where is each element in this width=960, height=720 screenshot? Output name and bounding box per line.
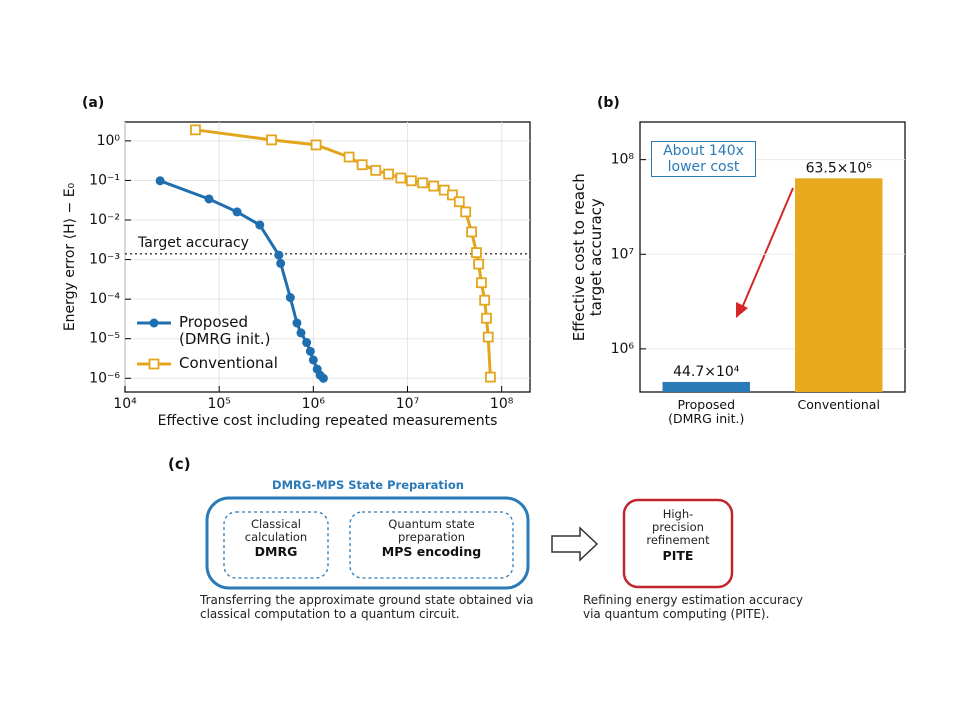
x-tick-label: 10⁸: [490, 396, 514, 412]
marker: [310, 139, 322, 151]
node-box: [223, 511, 329, 579]
y-tick-label: 10⁶: [611, 341, 635, 357]
marker: [417, 177, 429, 189]
marker: [405, 175, 417, 187]
marker: [285, 293, 295, 303]
y-axis-label: Effective cost to reach target accuracy: [569, 173, 605, 342]
panel-title: (a): [82, 95, 104, 111]
y-tick-label: 10⁸: [611, 152, 635, 168]
marker: [383, 168, 394, 180]
y-tick-label: 10⁻³: [89, 252, 120, 268]
y-tick-label: 10⁷: [611, 246, 634, 262]
group-box: [205, 496, 530, 590]
marker: [370, 164, 382, 176]
arrow: [741, 187, 794, 309]
x-tick-label: 10⁵: [207, 396, 230, 412]
y-axis-label: Energy error ⟨H⟩ − E₀: [62, 182, 78, 331]
x-tick-label: 10⁷: [396, 396, 419, 412]
marker: [343, 151, 355, 163]
caption: Transferring the approximate ground stat…: [200, 593, 534, 621]
marker: [481, 312, 492, 324]
marker: [305, 346, 315, 356]
y-tick-label: 10⁰: [97, 133, 121, 149]
marker: [466, 226, 478, 238]
marker: [428, 180, 440, 192]
marker: [302, 338, 312, 348]
legend-marker: [149, 318, 159, 328]
marker: [485, 371, 496, 383]
marker: [204, 194, 214, 204]
marker: [292, 318, 302, 328]
x-tick-label: 10⁶: [302, 396, 326, 412]
legend-label: Proposed (DMRG init.): [179, 313, 271, 349]
group-title: DMRG-MPS State Preparation: [272, 478, 464, 492]
arrow-head: [736, 302, 748, 318]
marker: [266, 134, 277, 146]
bar: [795, 178, 883, 392]
node-name: DMRG: [254, 544, 298, 559]
series-line: [159, 179, 325, 380]
node-label: Classical calculation: [244, 517, 308, 545]
marker: [274, 250, 284, 260]
legend-marker: [148, 358, 160, 370]
x-tick-label: Conventional: [797, 397, 880, 412]
annotation-box: About 140x lower cost: [651, 141, 756, 178]
marker: [460, 206, 472, 218]
axes-frame: [124, 121, 531, 393]
marker: [447, 189, 458, 201]
y-tick-label: 10⁻⁵: [89, 331, 120, 347]
marker: [476, 277, 487, 289]
marker: [482, 331, 494, 343]
marker: [395, 172, 407, 184]
node-box: [622, 498, 734, 589]
x-axis-label: Effective cost including repeated measur…: [158, 413, 498, 429]
node-name: MPS encoding: [381, 544, 482, 559]
value-label: 63.5×10⁶: [806, 160, 873, 176]
annotation: Target accuracy: [137, 235, 249, 251]
node-label: Quantum state preparation: [388, 517, 475, 545]
y-tick-label: 10⁻⁴: [89, 291, 120, 307]
marker: [255, 220, 265, 230]
marker: [479, 294, 491, 306]
x-tick-label: 10⁴: [113, 396, 137, 412]
axes-frame: [639, 121, 906, 393]
y-tick-label: 10⁻¹: [89, 172, 120, 188]
y-tick-label: 10⁻⁶: [89, 370, 120, 386]
node-label: High- precision refinement: [646, 507, 710, 548]
value-label: 44.7×10⁴: [673, 364, 740, 380]
node-box: [349, 511, 514, 579]
marker: [308, 355, 318, 365]
node-name: PITE: [662, 548, 694, 563]
caption: Refining energy estimation accuracy via …: [583, 593, 804, 621]
legend-label: Conventional: [179, 354, 278, 372]
marker: [232, 207, 242, 217]
panel-title: (c): [168, 455, 191, 473]
panel-title: (b): [597, 95, 620, 111]
x-tick-label: Proposed (DMRG init.): [668, 397, 745, 427]
marker: [276, 258, 286, 268]
marker: [356, 159, 368, 171]
marker: [453, 196, 465, 208]
marker: [473, 258, 485, 270]
marker: [155, 176, 165, 186]
y-tick-label: 10⁻²: [89, 212, 120, 228]
marker: [190, 124, 201, 136]
marker: [296, 328, 306, 338]
bar: [662, 381, 750, 392]
marker: [471, 247, 482, 259]
marker: [318, 373, 328, 383]
flow-arrow: [551, 526, 599, 562]
